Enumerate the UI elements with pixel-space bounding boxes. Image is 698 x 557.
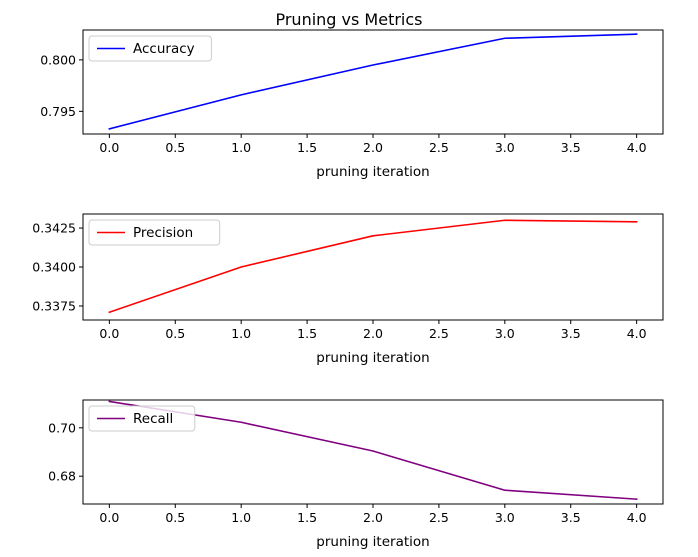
- x-axis-label: pruning iteration: [316, 534, 429, 550]
- x-tick-label: 0.0: [99, 326, 119, 341]
- x-tick-label: 3.0: [495, 326, 515, 341]
- x-tick-label: 1.5: [297, 510, 317, 525]
- x-tick-label: 1.0: [231, 326, 251, 341]
- series-line-precision: [108, 219, 638, 314]
- y-tick-label: 0.800: [40, 52, 76, 67]
- x-tick-label: 3.5: [561, 140, 581, 155]
- x-tick-label: 3.0: [495, 510, 515, 525]
- series-line-recall: [108, 400, 638, 501]
- y-tick-label: 0.70: [48, 420, 76, 435]
- y-tick-label: 0.68: [48, 469, 76, 484]
- y-tick-label: 0.3375: [32, 298, 76, 313]
- legend: Accuracy: [88, 35, 212, 62]
- x-tick-label: 2.5: [429, 326, 449, 341]
- x-tick-label: 0.5: [165, 140, 185, 155]
- x-axis-label: pruning iteration: [316, 350, 429, 366]
- x-tick-label: 4.0: [627, 510, 647, 525]
- x-tick-label: 1.5: [297, 140, 317, 155]
- x-tick-label: 3.0: [495, 140, 515, 155]
- x-tick-label: 3.5: [561, 510, 581, 525]
- y-tick-label: 0.3425: [32, 221, 76, 236]
- x-axis-label: pruning iteration: [316, 164, 429, 180]
- y-tick-label: 0.795: [40, 104, 76, 119]
- x-tick-label: 2.5: [429, 140, 449, 155]
- x-tick-label: 1.5: [297, 326, 317, 341]
- y-tick-label: 0.3400: [32, 260, 76, 275]
- x-tick-label: 0.0: [99, 140, 119, 155]
- subplot-1: 0.0 0.5 1.0 1.5 2.0 2.5 3.0 3.5 4.0 0.795 0.800 pru…: [40, 29, 664, 180]
- x-tick-label: 0.5: [165, 510, 185, 525]
- x-tick-label: 1.0: [231, 510, 251, 525]
- x-tick-label: 2.0: [363, 326, 383, 341]
- x-tick-label: 4.0: [627, 140, 647, 155]
- series-line-accuracy: [108, 33, 638, 130]
- x-tick-label: 0.5: [165, 326, 185, 341]
- legend-label: Precision: [133, 225, 193, 241]
- legend-box: [88, 405, 196, 432]
- x-tick-label: 1.0: [231, 140, 251, 155]
- x-tick-label: 2.5: [429, 510, 449, 525]
- subplot-3: 0.0 0.5 1.0 1.5 2.0 2.5 3.0 3.5 4.0 0.68 0.70 pruni…: [48, 399, 664, 550]
- x-tick-label: 2.0: [363, 140, 383, 155]
- x-tick-label: 3.5: [561, 326, 581, 341]
- figure-title: Pruning vs Metrics: [275, 10, 422, 29]
- legend: Precision: [88, 219, 221, 246]
- x-tick-label: 0.0: [99, 510, 119, 525]
- subplot-2: 0.0 0.5 1.0 1.5 2.0 2.5 3.0 3.5 4.0 0.3375 0.3400 0…: [32, 213, 664, 366]
- legend-box: [88, 219, 221, 246]
- legend: Recall: [88, 405, 196, 432]
- x-tick-label: 4.0: [627, 326, 647, 341]
- axes-layer: 0.0 0.5 1.0 1.5 2.0 2.5 3.0 3.5 4.0 0.795 0.800 pru…: [32, 29, 664, 550]
- legend-box: [88, 35, 212, 62]
- legend-label: Accuracy: [133, 41, 195, 57]
- legend-label: Recall: [133, 411, 173, 427]
- x-tick-label: 2.0: [363, 510, 383, 525]
